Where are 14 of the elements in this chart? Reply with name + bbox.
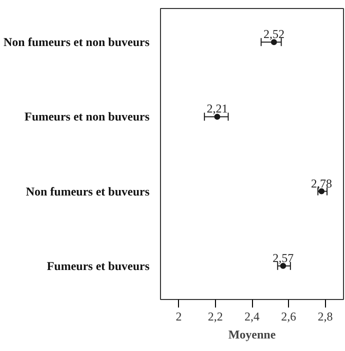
y-tick-label: Non fumeurs et buveurs [26, 184, 150, 198]
x-tick-label: 2,4 [244, 310, 260, 324]
data-label: 2,21 [206, 102, 228, 116]
y-tick-label: Fumeurs et non buveurs [24, 110, 150, 124]
y-tick-label: Fumeurs et buveurs [46, 258, 150, 273]
y-tick-label: Non fumeurs et non buveurs [3, 35, 150, 50]
x-tick-label: 2,2 [208, 310, 223, 324]
data-label: 2,52 [263, 27, 284, 42]
data-label: 2,78 [311, 176, 332, 190]
x-tick-label: 2 [176, 310, 182, 324]
x-tick-label: 2,6 [281, 310, 296, 324]
x-tick-label: 2,8 [318, 310, 333, 324]
x-axis-title: Moyenne [228, 328, 276, 342]
data-label: 2,57 [272, 250, 294, 265]
